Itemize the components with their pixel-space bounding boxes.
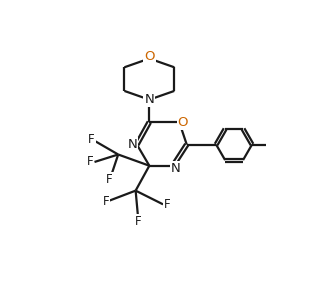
Text: F: F <box>135 215 141 228</box>
Text: N: N <box>144 93 154 106</box>
Text: O: O <box>178 116 188 129</box>
Text: O: O <box>144 50 155 63</box>
Text: F: F <box>102 195 109 208</box>
Text: F: F <box>87 156 93 169</box>
Text: F: F <box>106 173 113 186</box>
Text: N: N <box>171 162 180 175</box>
Text: N: N <box>128 138 137 151</box>
Text: F: F <box>88 133 95 146</box>
Text: F: F <box>163 198 170 211</box>
